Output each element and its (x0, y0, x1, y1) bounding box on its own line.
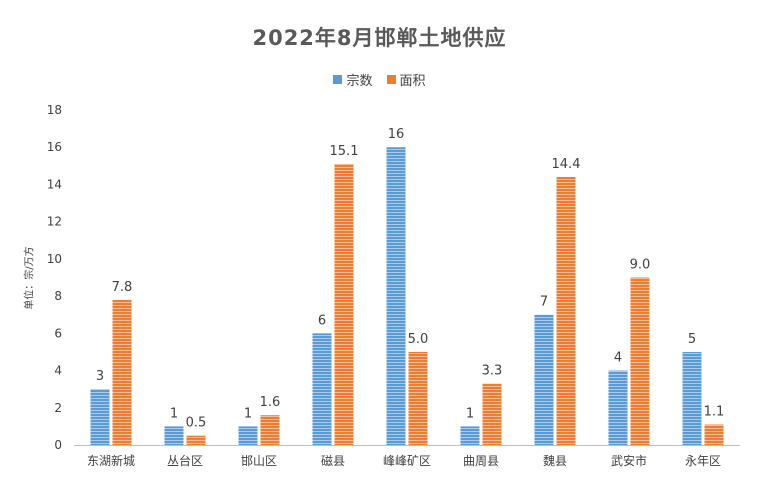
bar-series-2-8 (704, 424, 724, 445)
legend-swatch-series-2 (386, 75, 396, 84)
x-tick-label-5: 曲周县 (463, 454, 499, 468)
legend: 宗数 面积 (0, 70, 759, 89)
data-label-series-2-1: 0.5 (186, 416, 207, 431)
bar-series-2-2 (260, 415, 280, 445)
bar-series-2-0 (112, 299, 132, 445)
data-label-series-1-7: 4 (614, 351, 622, 366)
bar-series-1-8 (682, 351, 702, 445)
data-label-series-1-8: 5 (688, 332, 696, 347)
x-tick-label-0: 东湖新城 (87, 453, 135, 468)
y-tick-label-6: 12 (47, 215, 62, 229)
x-tick-label-2: 邯山区 (241, 453, 277, 468)
data-label-series-1-5: 1 (466, 406, 474, 421)
legend-item-series-2: 面积 (386, 70, 426, 89)
y-tick-label-4: 8 (54, 289, 62, 303)
data-label-series-1-1: 1 (170, 406, 178, 421)
bar-series-1-7 (608, 370, 628, 445)
x-tick-label-7: 武安市 (611, 453, 647, 468)
bar-series-1-5 (460, 426, 480, 445)
data-label-series-2-4: 5.0 (408, 332, 429, 347)
bar-series-2-7 (630, 277, 650, 445)
x-tick-label-8: 永年区 (685, 454, 721, 468)
bar-series-1-3 (312, 333, 332, 445)
y-tick-label-8: 16 (47, 140, 62, 154)
bar-series-2-3 (334, 163, 354, 445)
bar-series-1-1 (164, 426, 184, 445)
y-tick-label-0: 0 (54, 438, 62, 452)
y-tick-label-3: 6 (54, 326, 62, 340)
data-label-series-2-2: 1.6 (260, 395, 281, 410)
y-tick-label-2: 4 (54, 364, 62, 378)
data-label-series-1-6: 7 (540, 295, 548, 310)
data-label-series-2-6: 14.4 (552, 157, 581, 172)
data-label-series-1-0: 3 (96, 369, 104, 384)
bar-series-1-0 (90, 389, 110, 445)
x-tick-label-3: 磁县 (321, 453, 345, 468)
y-tick-label-1: 2 (54, 401, 62, 415)
bar-series-1-6 (534, 314, 554, 445)
bar-series-1-2 (238, 426, 258, 445)
data-label-series-1-2: 1 (244, 406, 252, 421)
legend-item-series-1: 宗数 (333, 70, 373, 89)
y-tick-label-7: 14 (47, 177, 62, 191)
x-tick-label-4: 峰峰矿区 (383, 454, 431, 468)
data-label-series-2-0: 7.8 (112, 280, 133, 295)
data-label-series-2-7: 9.0 (630, 258, 651, 273)
x-tick-label-1: 丛台区 (167, 453, 203, 468)
data-label-series-1-3: 6 (318, 313, 326, 328)
bar-series-1-4 (386, 147, 406, 445)
y-tick-label-5: 10 (47, 252, 62, 266)
data-label-series-1-4: 16 (388, 127, 405, 142)
legend-label-series-2: 面积 (399, 74, 426, 89)
legend-swatch-series-1 (333, 75, 343, 84)
bar-series-2-6 (556, 177, 576, 445)
data-label-series-2-3: 15.1 (330, 144, 359, 159)
x-tick-label-6: 魏县 (543, 453, 567, 468)
bar-series-2-5 (482, 383, 502, 445)
y-tick-label-9: 18 (47, 103, 62, 117)
data-label-series-2-5: 3.3 (482, 364, 503, 379)
data-label-series-2-8: 1.1 (704, 405, 725, 420)
chart-title: 2022年8月邯郸土地供应 (252, 26, 507, 50)
legend-label-series-1: 宗数 (346, 74, 373, 89)
bar-series-2-4 (408, 351, 428, 445)
bar-series-2-1 (186, 435, 206, 445)
